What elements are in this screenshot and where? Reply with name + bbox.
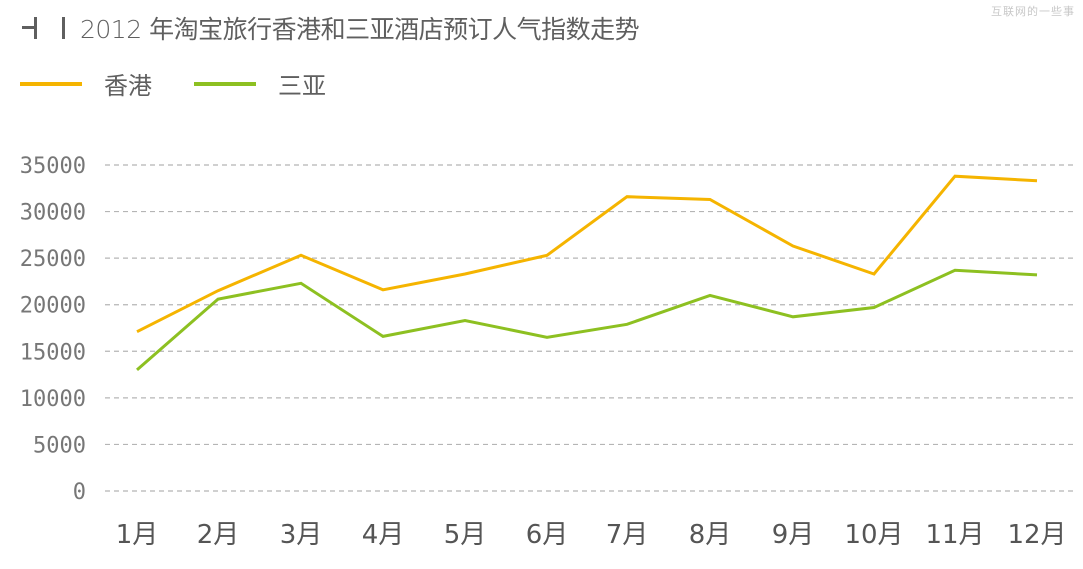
x-tick-label: 1月 — [116, 520, 159, 550]
y-tick-label: 0 — [73, 480, 86, 505]
y-tick-label: 15000 — [20, 340, 86, 365]
watermark: 互联网的一些事 — [991, 5, 1075, 18]
series-lines — [136, 174, 1038, 372]
y-tick-label: 5000 — [33, 433, 86, 458]
y-tick-label: 20000 — [20, 294, 86, 319]
x-axis: 1月 2月 3月 4月 5月 6月 7月 8月 9月 10月 11月 12月 — [116, 520, 1067, 550]
x-tick-label: 3月 — [280, 520, 323, 550]
x-tick-label: 6月 — [526, 520, 569, 550]
legend-item-hongkong[interactable]: 香港 — [20, 66, 152, 101]
gridlines — [105, 164, 1075, 492]
y-tick-label: 10000 — [20, 387, 86, 412]
x-tick-label: 4月 — [362, 520, 405, 550]
chart-title: 2012 年淘宝旅行香港和三亚酒店预订人气指数走势 — [80, 15, 640, 44]
x-tick-label: 7月 — [606, 520, 649, 550]
legend-label: 香港 — [104, 72, 152, 100]
title-bars-icon — [18, 13, 80, 43]
x-tick-label: 12月 — [1007, 520, 1066, 550]
y-tick-label: 25000 — [20, 247, 86, 272]
x-tick-label: 5月 — [444, 520, 487, 550]
legend-label: 三亚 — [278, 72, 326, 100]
legend: 香港 三亚 — [20, 66, 368, 101]
y-tick-label: 30000 — [20, 201, 86, 226]
x-tick-label: 11月 — [925, 520, 984, 550]
x-tick-label: 8月 — [689, 520, 732, 550]
x-tick-label: 9月 — [772, 520, 815, 550]
chart-header: 2012 年淘宝旅行香港和三亚酒店预订人气指数走势 — [18, 8, 640, 48]
legend-swatch-sanya — [194, 81, 256, 86]
x-tick-label: 10月 — [844, 520, 903, 550]
y-axis: 0 5000 10000 15000 20000 25000 30000 35000 — [20, 154, 86, 505]
y-tick-label: 35000 — [20, 154, 86, 179]
legend-item-sanya[interactable]: 三亚 — [194, 66, 326, 101]
x-tick-label: 2月 — [197, 520, 240, 550]
legend-swatch-hongkong — [20, 81, 82, 86]
series-line — [136, 268, 1038, 372]
series-line — [136, 174, 1038, 334]
